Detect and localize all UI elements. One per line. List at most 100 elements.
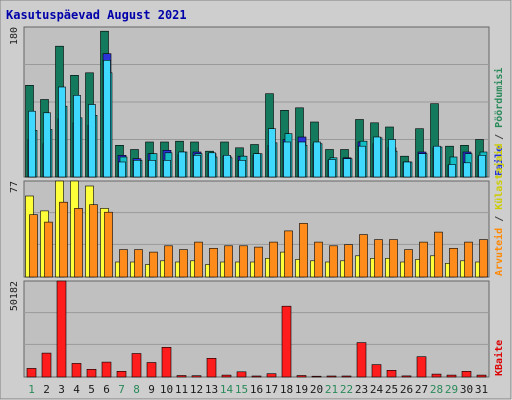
kbytes-bar <box>101 361 112 378</box>
x-tick-label: 2 <box>43 383 50 396</box>
kbytes-bar <box>176 375 187 378</box>
kbytes-bar <box>71 363 82 378</box>
x-tick-label: 28 <box>430 383 443 396</box>
kbytes-bar <box>266 373 277 378</box>
hosts-bar <box>149 251 158 278</box>
hosts-bar <box>74 208 83 278</box>
files-bar <box>433 145 441 178</box>
hosts-bar <box>329 245 338 278</box>
chart-panels: 180 77 50182 <box>9 26 490 378</box>
chart-title: Kasutuspäevad August 2021 <box>6 8 187 22</box>
files-bar <box>328 159 336 178</box>
files-bar <box>178 151 186 178</box>
files-bar <box>298 141 306 178</box>
kbytes-bar <box>161 346 172 378</box>
kbytes-bar <box>296 375 307 378</box>
hosts-bar <box>104 211 113 278</box>
files-bar <box>238 160 246 178</box>
x-tick-label: 21 <box>325 383 338 396</box>
files-bar <box>343 158 351 178</box>
files-bar <box>358 145 366 178</box>
x-tick-label: 19 <box>295 383 308 396</box>
kbytes-bar <box>236 371 247 378</box>
legend-entry: Arvuteid <box>493 228 505 276</box>
hosts-bar <box>194 241 203 278</box>
kbytes-bar <box>476 374 487 378</box>
hosts-bar <box>389 239 398 278</box>
hosts-bar <box>29 214 38 278</box>
files-bar <box>103 59 111 178</box>
files-bar <box>208 152 216 178</box>
hosts-bar <box>254 246 263 278</box>
x-tick-label: 23 <box>355 383 368 396</box>
hosts-bar <box>164 245 173 278</box>
legend-entry: Faile <box>493 146 505 176</box>
hosts-bar <box>359 234 368 278</box>
files-bar <box>388 139 396 178</box>
files-bar <box>268 128 276 178</box>
x-tick-label: 15 <box>235 383 248 396</box>
hosts-bar <box>59 201 68 278</box>
hosts-bar <box>374 239 383 278</box>
files-bar <box>28 110 36 178</box>
hosts-bar <box>299 223 308 278</box>
files-bar <box>283 141 291 178</box>
hosts-bar <box>134 249 143 278</box>
hosts-bar <box>479 239 488 278</box>
files-bar <box>58 86 66 178</box>
kbytes-bar <box>461 370 472 378</box>
x-tick-label: 1 <box>28 383 35 396</box>
hosts-bar <box>464 241 473 278</box>
kbytes-bar <box>341 375 352 378</box>
files-bar <box>148 160 156 178</box>
x-tick-label: 22 <box>340 383 353 396</box>
kbytes-bar <box>56 280 67 378</box>
x-tick-label: 24 <box>370 383 384 396</box>
files-bar <box>313 141 321 178</box>
x-axis-labels: 1 2 3 4 5 6 7 8 9 10 11 12 13 14 15 16 17 18 19 20 21 22 23 24 2… <box>28 383 488 396</box>
hosts-bar <box>449 248 458 278</box>
hosts-bar <box>314 241 323 278</box>
files-bar <box>448 164 456 178</box>
kbytes-bar <box>416 356 427 378</box>
x-tick-label: 8 <box>133 383 140 396</box>
x-tick-label: 4 <box>73 383 80 396</box>
hosts-bar <box>239 245 248 278</box>
x-tick-label: 20 <box>310 383 323 396</box>
hosts-bar <box>119 249 128 278</box>
legend-entry: Pöördumisi <box>493 68 505 128</box>
x-tick-label: 31 <box>475 383 488 396</box>
kbytes-bar <box>401 375 412 378</box>
x-tick-label: 18 <box>280 383 293 396</box>
hosts-bar <box>434 231 443 278</box>
kbytes-bar <box>206 357 217 378</box>
files-bar <box>478 155 486 178</box>
kbytes-bar <box>146 362 157 378</box>
kbytes-bar <box>446 374 457 378</box>
x-tick-label: 13 <box>205 383 218 396</box>
kbytes-bar <box>311 375 322 378</box>
files-bar <box>223 155 231 178</box>
kbytes-bar <box>326 375 337 378</box>
kbytes-bar <box>251 375 262 378</box>
files-bar <box>133 160 141 178</box>
files-bar <box>73 95 81 178</box>
right-series-label: Faile / Pöördumisi <box>493 68 505 176</box>
x-tick-label: 17 <box>265 383 278 396</box>
hosts-bar <box>419 241 428 278</box>
files-bar <box>403 161 411 178</box>
right-series-label: KBaite <box>493 340 505 376</box>
x-tick-label: 12 <box>190 383 203 396</box>
files-bar <box>193 155 201 178</box>
kbytes-bar <box>191 375 202 378</box>
files-bar <box>88 104 96 178</box>
files-bar <box>163 160 171 178</box>
hosts-bar <box>224 245 233 278</box>
bottom-panel: 50182 <box>9 280 490 378</box>
kbytes-bar <box>356 342 367 378</box>
x-tick-label: 30 <box>460 383 473 396</box>
x-tick-label: 14 <box>220 383 234 396</box>
hosts-bar <box>209 248 218 278</box>
bottom-ymax-label: 50182 <box>9 281 20 311</box>
